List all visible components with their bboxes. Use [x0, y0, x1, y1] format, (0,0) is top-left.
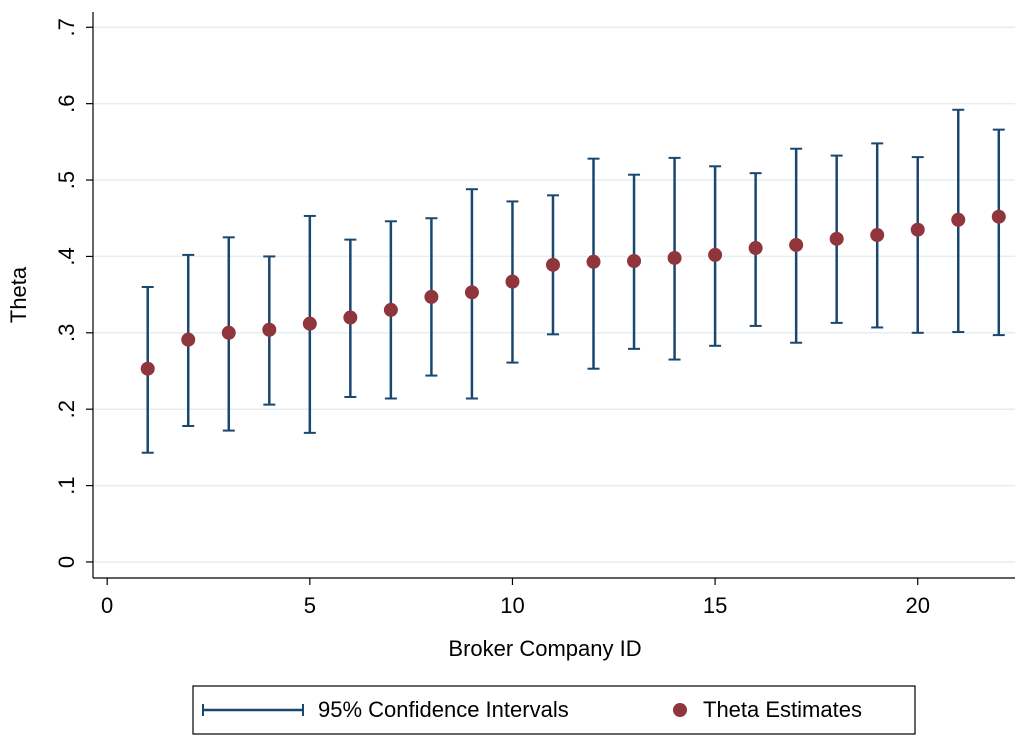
point: [789, 237, 804, 252]
y-tick-label: .5: [54, 171, 79, 189]
point: [262, 322, 277, 337]
point: [181, 332, 196, 347]
x-axis-title: Broker Company ID: [448, 636, 641, 661]
y-axis-title: Theta: [6, 266, 31, 323]
y-tick-label: .3: [54, 324, 79, 342]
point: [829, 231, 844, 246]
y-tick-label: .4: [54, 247, 79, 265]
y-tick-label: .7: [54, 18, 79, 36]
x-tick-label: 0: [101, 593, 113, 618]
legend-label: Theta Estimates: [703, 697, 862, 722]
point: [424, 289, 439, 304]
x-tick-label: 15: [703, 593, 727, 618]
point: [586, 254, 601, 269]
x-tick-label: 10: [500, 593, 524, 618]
x-tick-label: 5: [304, 593, 316, 618]
point: [667, 250, 682, 265]
y-tick-label: 0: [54, 556, 79, 568]
y-tick-label: .2: [54, 400, 79, 418]
point: [221, 325, 236, 340]
point: [951, 212, 966, 227]
point: [464, 285, 479, 300]
point: [991, 209, 1006, 224]
legend-box: [192, 685, 916, 735]
point: [383, 302, 398, 317]
point: [140, 361, 155, 376]
point: [910, 222, 925, 237]
point: [343, 310, 358, 325]
point: [870, 228, 885, 243]
point: [505, 274, 520, 289]
legend-symbol: [673, 703, 687, 717]
point: [302, 316, 317, 331]
y-tick-label: .1: [54, 476, 79, 494]
point: [545, 257, 560, 272]
x-tick-label: 20: [905, 593, 929, 618]
y-tick-label: .6: [54, 94, 79, 112]
legend-label: 95% Confidence Intervals: [318, 697, 569, 722]
point: [708, 247, 723, 262]
point: [627, 254, 642, 269]
point: [748, 241, 763, 256]
